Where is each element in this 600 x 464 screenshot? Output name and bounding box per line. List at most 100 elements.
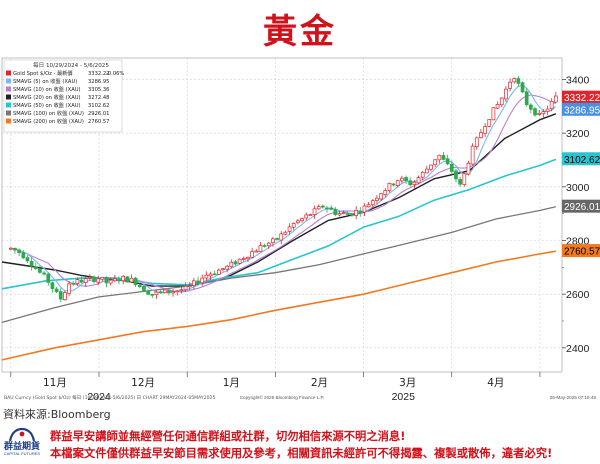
candle-body — [225, 265, 230, 270]
candle-body — [88, 276, 92, 279]
candle-body — [433, 159, 438, 166]
candle-body — [112, 278, 117, 282]
legend-swatch — [6, 110, 11, 116]
candle-body — [25, 257, 30, 262]
candle-body — [208, 273, 213, 277]
capital-futures-logo — [8, 427, 36, 442]
candle-body — [300, 218, 304, 222]
x-month-label: 4月 — [487, 377, 504, 389]
candle-body — [537, 113, 542, 115]
candle-body — [67, 283, 71, 294]
x-month-label: 1月 — [223, 377, 240, 389]
value-tag-bg — [562, 244, 600, 258]
candle-body — [287, 226, 292, 232]
candle-body — [54, 288, 59, 293]
candle-body — [320, 205, 325, 208]
candle-body — [470, 145, 475, 165]
candle-body — [296, 220, 300, 224]
candle-body — [466, 162, 471, 175]
legend-value: 2760.57 — [88, 119, 109, 125]
candle-body — [412, 181, 417, 186]
candle-body — [416, 177, 421, 184]
legend-value: 3332.22 — [88, 71, 109, 77]
legend-change: -0.06% — [106, 71, 124, 77]
candle-body — [33, 266, 38, 269]
x-year-label: 2024 — [87, 391, 111, 403]
candle-body — [387, 182, 392, 191]
candle-body — [129, 277, 134, 283]
candle-body — [400, 177, 404, 182]
disclaimer-line-1: 群益早安講師並無經營任何通信群組或社群，切勿相信來源不明之消息! — [50, 430, 406, 443]
candle-body — [495, 104, 500, 109]
legend-label: SMAVG (5) on 收盤 (XAU) — [13, 77, 77, 85]
candle-body — [462, 173, 467, 185]
candle-body — [354, 209, 358, 216]
candle-body — [221, 268, 225, 271]
value-tag-label: 3332.22 — [564, 93, 600, 104]
logo-name: 群益期貨 — [3, 442, 40, 452]
legend-swatch — [6, 102, 11, 108]
legend-value: 3272.48 — [88, 95, 109, 101]
candle-body — [183, 285, 188, 291]
candle-body — [445, 158, 450, 165]
candle-body — [483, 126, 487, 134]
legend-label: SMAVG (100) on 收盤 (XAU) — [13, 109, 84, 117]
candle-body — [425, 168, 429, 174]
legend-swatch — [6, 94, 11, 100]
candle-body — [308, 214, 313, 216]
candle-body — [437, 154, 442, 161]
legend-header: 每日 10/29/2024 - 5/6/2025 — [33, 61, 109, 69]
candle-body — [541, 111, 546, 115]
legend-value: 3102.62 — [88, 103, 109, 109]
candle-body — [137, 284, 142, 287]
candle-body — [454, 170, 458, 180]
candle-body — [375, 197, 379, 201]
candle-body — [250, 251, 254, 258]
candle-body — [275, 238, 279, 240]
candle-body — [283, 231, 288, 235]
candle-body — [279, 233, 284, 241]
candle-body — [187, 285, 192, 288]
candle-body — [271, 238, 275, 243]
logo-sub: CAPITAL FUTURES — [3, 451, 41, 456]
candle-body — [341, 212, 346, 215]
candle-body — [395, 180, 400, 186]
candle-body — [254, 250, 259, 253]
candle-body — [549, 100, 554, 109]
candle-body — [246, 256, 250, 260]
chart-footer-center: Copyright© 2025 Bloomberg Finance L.P. — [240, 394, 325, 400]
value-tag-label: 2926.01 — [564, 202, 600, 213]
candle-body — [262, 245, 267, 247]
candle-body — [212, 273, 217, 276]
candle-body — [441, 155, 446, 160]
value-tag-label: 3102.62 — [564, 155, 600, 166]
candle-body — [520, 82, 525, 93]
candle-body — [479, 132, 483, 139]
value-tag-bg — [562, 199, 600, 213]
candle-body — [237, 258, 242, 264]
candle-body — [358, 210, 363, 213]
candle-body — [512, 78, 517, 83]
candle-body — [516, 78, 521, 84]
value-tag-bg — [562, 90, 600, 104]
legend-value: 2926.01 — [88, 111, 109, 117]
candle-body — [154, 291, 159, 296]
x-year-label: 2025 — [392, 391, 416, 403]
candle-body — [104, 276, 109, 284]
candle-body — [142, 285, 146, 292]
candle-body — [21, 252, 26, 259]
legend-label: SMAVG (20) on 收盤 (XAU) — [13, 93, 81, 101]
candle-body — [533, 108, 537, 116]
chart-footer-left: BAU Curncy (Gold Spot $/Oz) 每日 (10/29/20… — [4, 394, 215, 401]
candle-body — [216, 269, 221, 275]
candle-body — [529, 104, 533, 110]
y-tick-label: 3200 — [566, 128, 590, 140]
source-label: 資料來源:Bloomberg — [3, 408, 111, 421]
candle-body — [42, 272, 46, 275]
candle-body — [545, 108, 550, 112]
candle-body — [337, 213, 342, 216]
candle-body — [333, 209, 338, 215]
candle-body — [316, 206, 321, 210]
legend-label: Gold Spot $/Oz - 最新價 — [13, 69, 73, 77]
candle-body — [449, 163, 454, 172]
